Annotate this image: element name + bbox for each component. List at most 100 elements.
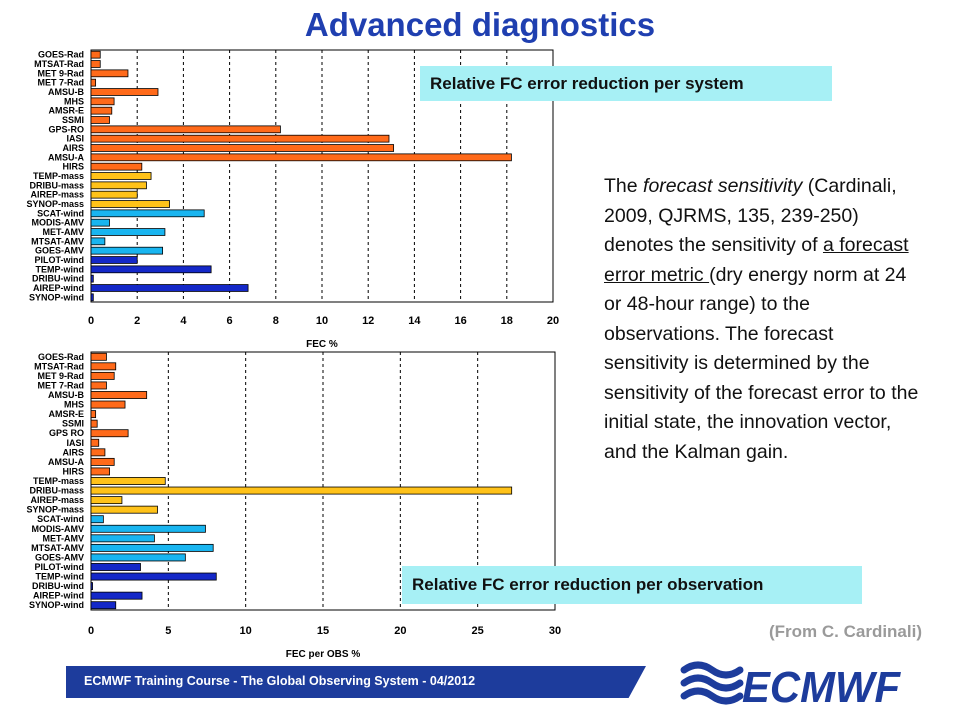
chart-1-category-label-1: MTSAT-Rad xyxy=(34,361,84,371)
description-underlined: a forecast error metric xyxy=(604,234,909,286)
chart-1-category-label-3: MET 7-Rad xyxy=(37,380,84,390)
chart-0-category-label-15: AIREP-mass xyxy=(30,190,84,200)
chart-0-category-label-7: SSMI xyxy=(62,115,84,125)
chart-0-bar-15 xyxy=(90,190,138,199)
chart-1-category-label-25: AIREP-wind xyxy=(33,591,84,601)
chart-0-category-label-3: MET 7-Rad xyxy=(37,78,84,88)
chart-1-tick-label-6: 30 xyxy=(549,625,561,637)
chart-1-category-label-26: SYNOP-wind xyxy=(29,600,84,610)
chart-1-bar-16 xyxy=(90,505,158,514)
callout-per-system: Relative FC error reduction per system xyxy=(420,66,832,101)
chart-0-tick-label-3: 6 xyxy=(227,315,233,327)
chart-1-bar-1 xyxy=(90,362,117,371)
chart-0-category-label-16: SYNOP-mass xyxy=(26,199,84,209)
chart-0-x-axis-label: FEC % xyxy=(306,339,338,350)
chart-0-tick-label-1: 2 xyxy=(134,315,140,327)
chart-0-bar-0 xyxy=(90,50,101,59)
chart-0-bar-7 xyxy=(90,116,110,124)
chart-0-tick-label-0: 0 xyxy=(88,315,94,327)
chart-1-tick-label-3: 15 xyxy=(317,625,329,637)
chart-0-category-label-19: MET-AMV xyxy=(43,227,85,237)
chart-1-bar-5 xyxy=(90,400,126,409)
logo-text: ECMWF xyxy=(742,663,901,712)
chart-1-category-label-8: GPS RO xyxy=(49,428,84,438)
ecmwf-logo: ECMWF xyxy=(680,661,901,712)
chart-1-category-label-4: AMSU-B xyxy=(48,390,84,400)
chart-1-bar-9 xyxy=(90,438,100,447)
chart-1-tick-label-2: 10 xyxy=(240,625,252,637)
chart-1-category-label-14: DRIBU-mass xyxy=(29,486,84,496)
footer-bar xyxy=(66,666,646,698)
chart-0-tick-label-10: 20 xyxy=(547,315,559,327)
chart-0-category-label-6: AMSR-E xyxy=(49,106,85,116)
chart-0-tick-label-2: 4 xyxy=(180,315,187,327)
chart-0-bar-4 xyxy=(90,88,159,96)
chart-0-category-label-8: GPS-RO xyxy=(48,124,84,134)
chart-1-bar-24 xyxy=(90,582,93,591)
chart-0-bar-17 xyxy=(90,209,205,218)
chart-1-category-label-16: SYNOP-mass xyxy=(26,505,84,515)
chart-0-bar-23 xyxy=(90,265,212,274)
chart-1-category-label-19: MET-AMV xyxy=(43,533,85,543)
chart-1-category-label-6: AMSR-E xyxy=(49,409,85,419)
chart-0-category-label-0: GOES-Rad xyxy=(38,50,84,60)
chart-1-category-label-15: AIREP-mass xyxy=(30,495,84,505)
chart-0-category-label-14: DRIBU-mass xyxy=(29,180,84,190)
description-part-1: The xyxy=(604,175,644,197)
chart-0-category-label-20: MTSAT-AMV xyxy=(31,236,84,246)
chart-0-bar-14 xyxy=(90,181,147,190)
chart-0-category-label-12: HIRS xyxy=(62,162,84,172)
chart-0-bar-22 xyxy=(90,256,138,264)
chart-0-category-label-22: PILOT-wind xyxy=(35,255,85,265)
chart-1-category-label-21: GOES-AMV xyxy=(35,552,84,562)
chart-1-bar-20 xyxy=(90,543,214,552)
chart-0-category-label-17: SCAT-wind xyxy=(37,208,84,218)
chart-1-category-label-23: TEMP-wind xyxy=(36,572,85,582)
chart-0-category-label-24: DRIBU-wind xyxy=(32,274,84,284)
chart-1-category-label-0: GOES-Rad xyxy=(38,352,84,362)
chart-1-bar-7 xyxy=(90,419,98,428)
chart-0-bar-3 xyxy=(90,78,97,87)
chart-1-x-axis-label: FEC per OBS % xyxy=(286,649,361,660)
chart-1-bar-0 xyxy=(90,352,107,361)
chart-0-bar-13 xyxy=(90,172,152,180)
chart-1-bar-4 xyxy=(90,391,148,399)
chart-1-bar-21 xyxy=(90,553,186,562)
chart-0-category-label-5: MHS xyxy=(64,96,84,106)
chart-0-tick-label-9: 18 xyxy=(501,315,513,327)
chart-0-bar-25 xyxy=(90,284,249,292)
chart-1-category-label-13: TEMP-mass xyxy=(33,476,84,486)
chart-1-bar-25 xyxy=(90,591,143,600)
chart-1-category-label-24: DRIBU-wind xyxy=(32,581,84,591)
chart-1-bar-23 xyxy=(90,572,217,581)
chart-0-bar-11 xyxy=(90,153,512,162)
chart-0-bar-6 xyxy=(90,106,113,115)
chart-0-tick-label-8: 16 xyxy=(454,315,466,327)
chart-0-category-label-25: AIREP-wind xyxy=(33,283,84,293)
chart-1-tick-label-1: 5 xyxy=(165,625,171,637)
chart-1-category-label-5: MHS xyxy=(64,400,84,410)
chart-1-tick-label-0: 0 xyxy=(88,625,94,637)
chart-0-bar-9 xyxy=(90,134,390,143)
chart-1-category-label-2: MET 9-Rad xyxy=(37,371,84,381)
chart-0-bar-2 xyxy=(90,69,129,78)
footer-text: ECMWF Training Course - The Global Obser… xyxy=(84,674,476,688)
chart-0-bar-12 xyxy=(90,162,143,171)
chart-1-category-label-22: PILOT-wind xyxy=(35,562,85,572)
description-part-2: (Cardinali, 2009, QJRMS, 135, 239-250) d… xyxy=(604,175,897,256)
chart-1-bar-17 xyxy=(90,515,104,524)
chart-0-category-label-4: AMSU-B xyxy=(48,87,84,97)
chart-1-category-label-20: MTSAT-AMV xyxy=(31,543,84,553)
chart-0-category-label-18: MODIS-AMV xyxy=(32,218,85,228)
chart-1-category-label-11: AMSU-A xyxy=(48,457,84,467)
chart-1-bar-8 xyxy=(90,429,129,438)
chart-1-bar-10 xyxy=(90,448,106,457)
chart-1-bar-26 xyxy=(90,601,117,610)
chart-0-bar-18 xyxy=(90,218,110,227)
chart-0-bar-19 xyxy=(90,228,166,236)
chart-0-tick-label-7: 14 xyxy=(408,315,421,327)
chart-0-tick-label-4: 8 xyxy=(273,315,279,327)
chart-1-bar-6 xyxy=(90,410,97,419)
chart-1-bar-19 xyxy=(90,534,155,543)
chart-0-bar-1 xyxy=(90,60,101,68)
